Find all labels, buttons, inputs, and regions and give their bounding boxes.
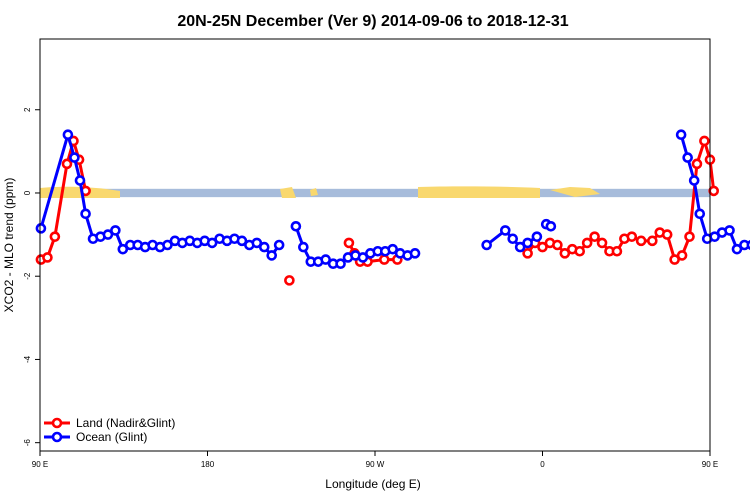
data-point [589, 231, 600, 242]
data-point [258, 241, 270, 253]
data-point [611, 245, 623, 257]
data-point [684, 231, 695, 242]
data-point [117, 243, 129, 255]
x-axis: 90 E 180 90 W 0 90 E [32, 451, 718, 469]
data-point [35, 223, 47, 234]
x-tick-label: 90 W [366, 460, 385, 469]
y-tick-label: -4 [23, 355, 32, 363]
data-point [102, 229, 114, 240]
x-tick-label: 180 [201, 460, 215, 469]
data-point [682, 152, 693, 163]
data-point [320, 254, 331, 265]
x-axis-label: Longitude (deg E) [325, 477, 420, 491]
data-point [522, 248, 533, 259]
data-point [675, 129, 687, 141]
data-point [61, 158, 73, 170]
data-point [69, 152, 80, 163]
data-point [499, 225, 511, 236]
data-point [669, 254, 680, 265]
data-point [273, 239, 285, 251]
y-axis-label: XCO2 - MLO trend (ppm) [2, 178, 16, 313]
data-point [552, 239, 563, 251]
data-point [379, 254, 390, 265]
data-point [387, 243, 398, 255]
y-tick-label: 0 [23, 190, 32, 195]
data-point [481, 239, 492, 251]
data-point [708, 185, 720, 197]
data-point [626, 231, 638, 242]
data-point [581, 237, 593, 249]
x-tick-label: 90 E [32, 460, 48, 469]
y-tick-label: -6 [23, 439, 32, 447]
y-axis: 2 0 -2 -4 -6 [23, 107, 40, 446]
data-point [335, 258, 346, 270]
data-point [746, 240, 750, 250]
data-point [251, 237, 263, 249]
land-patch [40, 186, 120, 198]
x-tick-label: 0 [540, 460, 545, 469]
data-point [514, 241, 526, 253]
data-point [266, 250, 278, 261]
data-point [206, 237, 218, 249]
data-point [596, 237, 608, 249]
data-point [80, 208, 91, 220]
y-tick-label: 2 [23, 107, 32, 112]
chart-title: 20N-25N December (Ver 9) 2014-09-06 to 2… [177, 13, 568, 30]
data-point [691, 158, 703, 170]
data-point [635, 235, 647, 247]
data-point [709, 231, 720, 242]
land-patch [310, 188, 318, 196]
legend: Land (Nadir&Glint)Ocean (Glint) [44, 416, 175, 444]
data-point [731, 243, 743, 255]
land-patch [280, 187, 296, 198]
legend-label: Ocean (Glint) [76, 430, 147, 444]
series-0 [35, 135, 720, 286]
series-1 [35, 129, 750, 270]
data-point [724, 225, 735, 236]
data-point [531, 231, 543, 242]
land-patch [550, 187, 600, 197]
data-point [343, 237, 355, 249]
data-point [49, 231, 61, 242]
data-point [522, 237, 533, 249]
data-point [559, 248, 571, 259]
data-point [298, 241, 309, 253]
data-point [647, 235, 658, 247]
data-point [290, 220, 302, 232]
data-point [162, 239, 173, 251]
x-tick-label: 90 E [702, 460, 718, 469]
data-point [409, 248, 421, 259]
data-point [236, 235, 248, 247]
legend-swatch-marker [51, 431, 63, 443]
map-band [40, 186, 710, 198]
data-point [74, 175, 86, 186]
data-point [574, 245, 586, 257]
series-layer [35, 129, 750, 286]
data-point [284, 275, 295, 286]
data-point [42, 252, 53, 263]
data-point [688, 175, 700, 186]
data-point [545, 220, 557, 232]
data-point [676, 250, 688, 261]
data-point [357, 252, 369, 263]
ocean-band [40, 188, 710, 198]
legend-label: Land (Nadir&Glint) [76, 416, 175, 430]
data-point [699, 135, 710, 147]
data-point [62, 129, 74, 141]
legend-swatch-marker [51, 417, 63, 429]
data-point [507, 233, 519, 245]
land-patch [418, 186, 540, 198]
y-tick-label: -2 [23, 272, 32, 280]
data-point [661, 229, 673, 240]
data-point [537, 241, 548, 253]
data-point [110, 225, 121, 236]
data-point [694, 208, 706, 220]
